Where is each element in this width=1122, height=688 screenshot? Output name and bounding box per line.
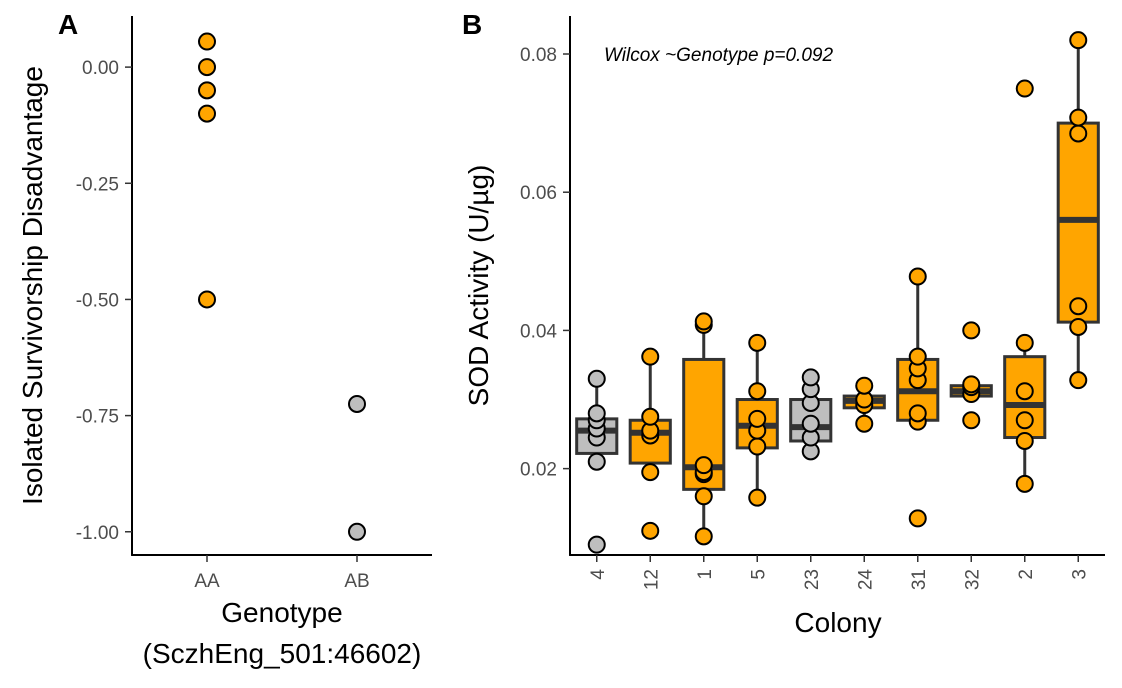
- panel-b-axes: [569, 16, 1105, 556]
- panel-b-point: [801, 368, 820, 387]
- panel-b-boxes: [575, 40, 1100, 537]
- panel-a-axes: [131, 16, 432, 556]
- panel-a-y-tick-label: -0.50: [76, 290, 119, 311]
- panel-b-point: [694, 456, 713, 475]
- panel-a: A Isolated Survivorship Disadvantage Gen…: [17, 9, 432, 669]
- panel-b-x-tick-label: 23: [802, 569, 823, 590]
- panel-b-y-tick-label: 0.06: [520, 183, 557, 204]
- panel-b-x-tick-label: 2: [1016, 569, 1037, 580]
- panel-b-point: [908, 404, 927, 423]
- panel-b-point: [1015, 382, 1034, 401]
- panel-a-point: [198, 104, 216, 123]
- panel-a-x-axis-title: Genotype: [221, 597, 342, 628]
- panel-b-point: [641, 463, 660, 482]
- panel-b-y-axis-title: SOD Activity (U/µg): [463, 165, 494, 407]
- panel-b-point: [855, 414, 874, 433]
- panel-b-point: [641, 521, 660, 540]
- panel-b-points: [587, 31, 1088, 554]
- panel-b-point: [1015, 411, 1034, 430]
- panel-b: B Wilcox ~Genotype p=0.092 SOD Activity …: [462, 9, 1105, 638]
- panel-b-point: [748, 437, 767, 456]
- panel-a-y-axis-title: Isolated Survivorship Disadvantage: [17, 66, 48, 505]
- panel-b-y-tick-label: 0.04: [520, 321, 557, 342]
- panel-b-point: [1015, 431, 1034, 450]
- panel-b-x-axis-title: Colony: [794, 607, 881, 638]
- panel-b-point: [908, 347, 927, 366]
- panel-b-point: [1069, 297, 1088, 316]
- panel-b-point: [1015, 474, 1034, 493]
- panel-b-point: [587, 404, 606, 423]
- panel-b-point: [748, 409, 767, 428]
- panel-b-x-tick-label: 1: [695, 569, 716, 580]
- panel-b-point: [641, 347, 660, 366]
- panel-a-point: [198, 290, 216, 309]
- panel-b-x-tick-label: 4: [588, 569, 609, 580]
- panel-b-x-tick-label: 5: [748, 569, 769, 580]
- panel-b-point: [962, 411, 981, 430]
- panel-a-label: A: [58, 9, 78, 40]
- panel-a-y-tick-label: 0.00: [82, 58, 119, 79]
- panel-b-annotation: Wilcox ~Genotype p=0.092: [604, 45, 833, 66]
- panel-b-x-tick-label: 24: [855, 569, 876, 591]
- panel-b-point: [855, 376, 874, 395]
- panel-b-point: [962, 321, 981, 340]
- panel-b-point: [694, 487, 713, 506]
- panel-b-point: [908, 267, 927, 286]
- panel-a-point: [198, 32, 216, 51]
- panel-a-x-tick-label: AB: [344, 571, 369, 592]
- panel-a-point: [198, 81, 216, 100]
- panel-b-point: [641, 407, 660, 426]
- panel-b-point: [1069, 371, 1088, 390]
- panel-a-point: [198, 58, 216, 77]
- panel-a-x-tick-label: AA: [194, 571, 220, 592]
- panel-a-y-tick-label: -1.00: [76, 523, 119, 544]
- panel-b-y-tick-label: 0.08: [520, 45, 557, 66]
- panel-b-y-tick-label: 0.02: [520, 460, 557, 481]
- panel-b-point: [587, 535, 606, 554]
- panel-b-point: [1015, 79, 1034, 98]
- panel-b-point: [1015, 333, 1034, 352]
- panel-b-point: [748, 333, 767, 352]
- panel-a-point: [348, 394, 366, 413]
- panel-a-y-tick-label: -0.75: [76, 407, 119, 428]
- panel-b-point: [587, 452, 606, 471]
- panel-b-point: [694, 312, 713, 331]
- panel-b-point: [587, 369, 606, 388]
- panel-a-x-axis-title-line2: (SczhEng_501:46602): [143, 638, 422, 669]
- panel-b-point: [1069, 108, 1088, 127]
- panel-a-y-tick-label: -0.25: [76, 174, 119, 195]
- panel-b-label: B: [462, 9, 482, 40]
- panel-b-point: [1069, 31, 1088, 50]
- panel-a-points: [198, 32, 366, 541]
- panel-b-point: [1069, 124, 1088, 143]
- panel-b-point: [962, 375, 981, 394]
- panel-b-x-tick-label: 32: [962, 569, 983, 590]
- panel-a-point: [348, 522, 366, 541]
- panel-b-point: [748, 488, 767, 507]
- panel-b-x-tick-label: 31: [909, 569, 930, 590]
- panel-b-point: [694, 527, 713, 546]
- panel-b-point: [1069, 317, 1088, 336]
- panel-b-x-tick-label: 12: [641, 569, 662, 590]
- panel-b-point: [748, 382, 767, 401]
- panel-b-point: [908, 509, 927, 528]
- panel-a-ticks: 0.00 -0.25 -0.50 -0.75 -1.00 AA AB: [76, 58, 370, 592]
- panel-b-point: [801, 414, 820, 433]
- panel-b-box-colony-3: [1056, 40, 1100, 381]
- panel-b-ticks: 0.020.040.060.084 12 1 5 23 24 31 32 2 3: [520, 45, 1090, 590]
- panel-b-x-tick-label: 3: [1069, 569, 1090, 580]
